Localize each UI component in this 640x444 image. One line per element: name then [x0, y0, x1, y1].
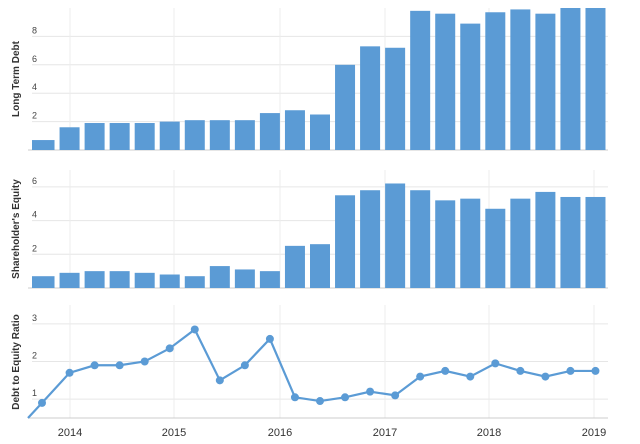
x-tick-label: 2014 [58, 427, 82, 439]
bar [284, 245, 305, 288]
bar [535, 13, 556, 151]
data-point [265, 334, 274, 343]
bar [234, 120, 255, 150]
bar [560, 8, 581, 150]
data-point [491, 359, 500, 368]
data-point [190, 325, 199, 334]
bar [209, 266, 230, 288]
y-tick-label: 1 [32, 388, 37, 398]
y-tick-label: 4 [32, 210, 37, 220]
bar [335, 195, 356, 288]
bar [209, 120, 230, 150]
bar [109, 123, 130, 150]
bar [59, 127, 80, 150]
bar [109, 271, 130, 288]
bar [32, 140, 55, 150]
bar [510, 198, 531, 288]
bar [535, 191, 556, 288]
data-point [366, 387, 375, 396]
bar [335, 64, 356, 150]
data-point [140, 357, 149, 366]
y-tick-label: 2 [32, 111, 37, 121]
y-tick-label: 6 [32, 54, 37, 64]
data-point [566, 366, 575, 375]
bar [585, 8, 606, 150]
data-point [541, 372, 550, 381]
x-tick-label: 2015 [162, 427, 186, 439]
data-point [391, 391, 400, 400]
bar [84, 123, 105, 150]
y-tick-label: 2 [32, 351, 37, 361]
y-tick-label: 4 [32, 82, 37, 92]
bar [259, 113, 280, 150]
x-tick-label: 2017 [373, 427, 397, 439]
y-tick-label: 2 [32, 243, 37, 253]
y-tick-label: 8 [32, 25, 37, 35]
bar [435, 200, 456, 288]
bar [184, 276, 205, 288]
bar [410, 190, 431, 288]
bar [310, 114, 330, 150]
data-point [240, 361, 249, 370]
bar [134, 272, 155, 288]
data-point [591, 366, 600, 375]
ratio-line [27, 327, 596, 419]
data-point [215, 376, 224, 385]
bar [310, 244, 330, 288]
bar [32, 276, 55, 288]
data-point [290, 393, 299, 402]
bar [59, 272, 80, 288]
data-point [341, 393, 350, 402]
data-point [90, 361, 99, 370]
bar [84, 271, 105, 288]
bar [234, 269, 255, 288]
x-tick-label: 2018 [477, 427, 501, 439]
data-point [165, 344, 174, 353]
bar [485, 12, 506, 151]
bar [184, 120, 205, 150]
bar [159, 121, 180, 150]
bar [284, 110, 305, 150]
data-point [65, 368, 74, 377]
data-point [316, 397, 324, 406]
y-axis-label: Shareholder's Equity [11, 179, 22, 279]
x-tick-label: 2016 [268, 427, 292, 439]
data-point [115, 361, 124, 370]
bar [360, 46, 381, 151]
y-axis-label: Long Term Debt [11, 40, 22, 117]
bar [585, 196, 606, 288]
bar [410, 10, 431, 151]
data-point [441, 366, 450, 375]
bar [460, 198, 481, 288]
bar [510, 9, 531, 151]
data-point [466, 372, 475, 381]
bar [460, 23, 481, 150]
data-point [416, 372, 425, 381]
y-axis-label: Debt to Equity Ratio [11, 314, 22, 410]
bar [134, 123, 155, 150]
bar [385, 47, 406, 151]
bar [360, 190, 381, 288]
y-tick-label: 3 [32, 313, 37, 323]
bar [485, 208, 506, 288]
bar [385, 183, 406, 288]
data-point [516, 366, 525, 375]
x-tick-label: 2019 [582, 427, 606, 439]
bar [159, 274, 180, 288]
data-point [38, 398, 46, 407]
bar [560, 196, 581, 288]
bar [435, 13, 456, 151]
y-tick-label: 6 [32, 176, 37, 186]
bar [259, 271, 280, 288]
